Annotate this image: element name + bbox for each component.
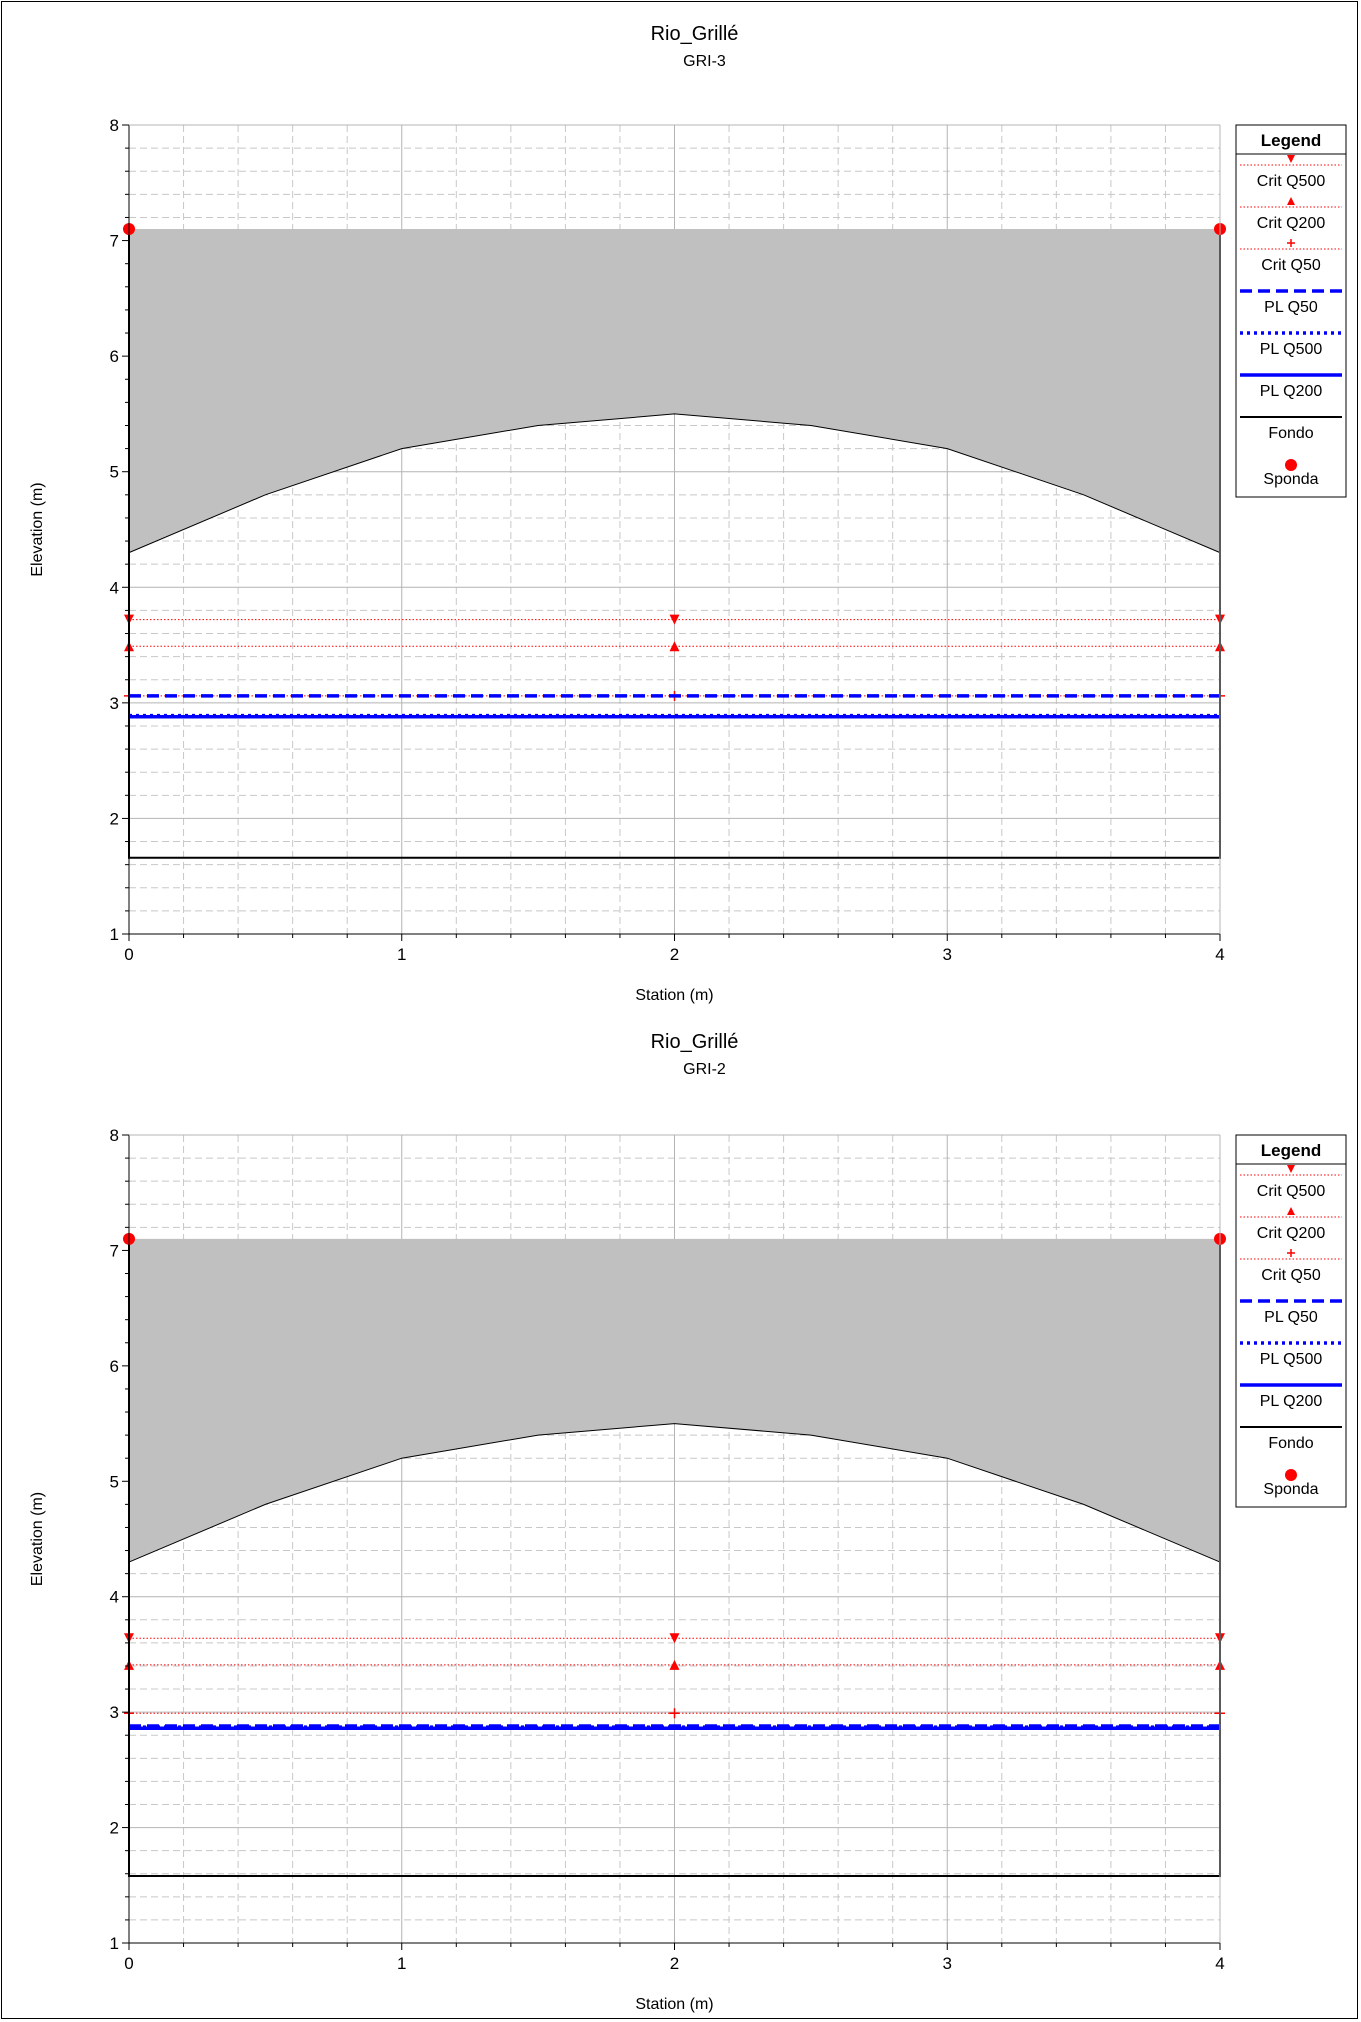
y-tick-label: 4 <box>110 1588 119 1607</box>
x-tick-label: 0 <box>124 945 133 964</box>
legend-marker <box>1285 459 1297 471</box>
y-tick-label: 3 <box>110 1703 119 1722</box>
y-tick-label: 7 <box>110 232 119 251</box>
y-tick-label: 6 <box>110 1357 119 1376</box>
deck-underside-line <box>128 1423 1221 1563</box>
legend-title: Legend <box>1261 1141 1321 1160</box>
legend-marker <box>1285 1469 1297 1481</box>
legend-title: Legend <box>1261 131 1321 150</box>
chart-title: Rio_Grillé <box>651 1031 739 1053</box>
y-tick-label: 5 <box>110 463 119 482</box>
x-tick-label: 4 <box>1215 945 1224 964</box>
y-tick-label: 4 <box>110 578 119 597</box>
data-point <box>669 614 680 625</box>
y-tick-label: 5 <box>110 1472 119 1491</box>
legend-symbol <box>1285 1469 1297 1481</box>
y-tick-label: 8 <box>110 1126 119 1145</box>
chart-subtitle: GRI-3 <box>683 53 726 70</box>
legend-symbol <box>1240 1249 1342 1260</box>
deck-area <box>129 229 1220 553</box>
data-point <box>669 1633 680 1644</box>
legend-label: PL Q500 <box>1260 341 1323 358</box>
x-tick-label: 2 <box>670 945 679 964</box>
x-tick-label: 3 <box>943 945 952 964</box>
legend-marker <box>1287 1165 1295 1173</box>
y-tick-label: 7 <box>110 1241 119 1260</box>
data-point <box>669 1659 680 1670</box>
legend-label: Fondo <box>1268 425 1313 442</box>
y-axis-label: Elevation (m) <box>29 1492 46 1586</box>
series-crit-q200 <box>124 641 1225 652</box>
legend-label: Crit Q50 <box>1261 257 1321 274</box>
x-axis-label: Station (m) <box>635 1996 713 2013</box>
y-tick-label: 6 <box>110 347 119 366</box>
x-axis-label: Station (m) <box>635 987 713 1004</box>
series-crit-q500 <box>124 614 1225 625</box>
legend-label: Fondo <box>1268 1435 1313 1452</box>
legend-marker <box>1287 1249 1295 1257</box>
data-point <box>669 1708 680 1719</box>
series-crit-q500 <box>124 1633 1225 1644</box>
y-tick-label: 2 <box>110 1819 119 1838</box>
legend-label: PL Q200 <box>1260 383 1323 400</box>
x-tick-label: 1 <box>397 945 406 964</box>
series-crit-q50 <box>124 1708 1225 1719</box>
y-axis-label: Elevation (m) <box>29 482 46 576</box>
y-tick-label: 2 <box>110 809 119 828</box>
legend-symbol <box>1240 155 1342 166</box>
legend-label: PL Q50 <box>1264 1309 1318 1326</box>
legend-label: PL Q200 <box>1260 1393 1323 1410</box>
legend: Legend Crit Q500 Crit Q200 Crit Q50 PL Q50 PL… <box>1235 1134 1347 1508</box>
legend-symbol <box>1240 1165 1342 1176</box>
legend-box <box>1235 1134 1347 1508</box>
legend-symbol <box>1285 459 1297 471</box>
y-tick-label: 8 <box>110 116 119 135</box>
series-crit-q200 <box>124 1659 1225 1670</box>
legend-box <box>1235 124 1347 498</box>
legend-label: Crit Q500 <box>1257 173 1326 190</box>
chart-title: Rio_Grillé <box>651 23 739 45</box>
deck-underside-line <box>128 413 1221 554</box>
x-tick-label: 3 <box>943 1954 952 1973</box>
y-tick-label: 3 <box>110 694 119 713</box>
legend-marker <box>1287 1207 1295 1215</box>
legend-label: Crit Q200 <box>1257 1225 1326 1242</box>
legend-symbol <box>1240 1207 1342 1218</box>
y-tick-label: 1 <box>110 1934 119 1953</box>
legend-marker <box>1287 239 1295 247</box>
chart-subtitle: GRI-2 <box>683 1061 726 1078</box>
x-tick-label: 2 <box>670 1954 679 1973</box>
legend-marker <box>1287 197 1295 205</box>
legend-marker <box>1287 155 1295 163</box>
legend-symbol <box>1240 239 1342 250</box>
legend-label: Sponda <box>1263 1481 1318 1498</box>
y-tick-label: 1 <box>110 925 119 944</box>
legend-label: Sponda <box>1263 471 1318 488</box>
legend-label: PL Q500 <box>1260 1351 1323 1368</box>
legend-label: Crit Q200 <box>1257 215 1326 232</box>
x-tick-label: 0 <box>124 1954 133 1973</box>
legend-label: Crit Q50 <box>1261 1267 1321 1284</box>
x-tick-label: 4 <box>1215 1954 1224 1973</box>
legend-label: PL Q50 <box>1264 299 1318 316</box>
legend-label: Crit Q500 <box>1257 1183 1326 1200</box>
x-tick-label: 1 <box>397 1954 406 1973</box>
legend-symbol <box>1240 197 1342 208</box>
legend: Legend Crit Q500 Crit Q200 Crit Q50 PL Q50 PL… <box>1235 124 1347 498</box>
data-point <box>669 641 680 652</box>
deck-area <box>129 1238 1220 1563</box>
